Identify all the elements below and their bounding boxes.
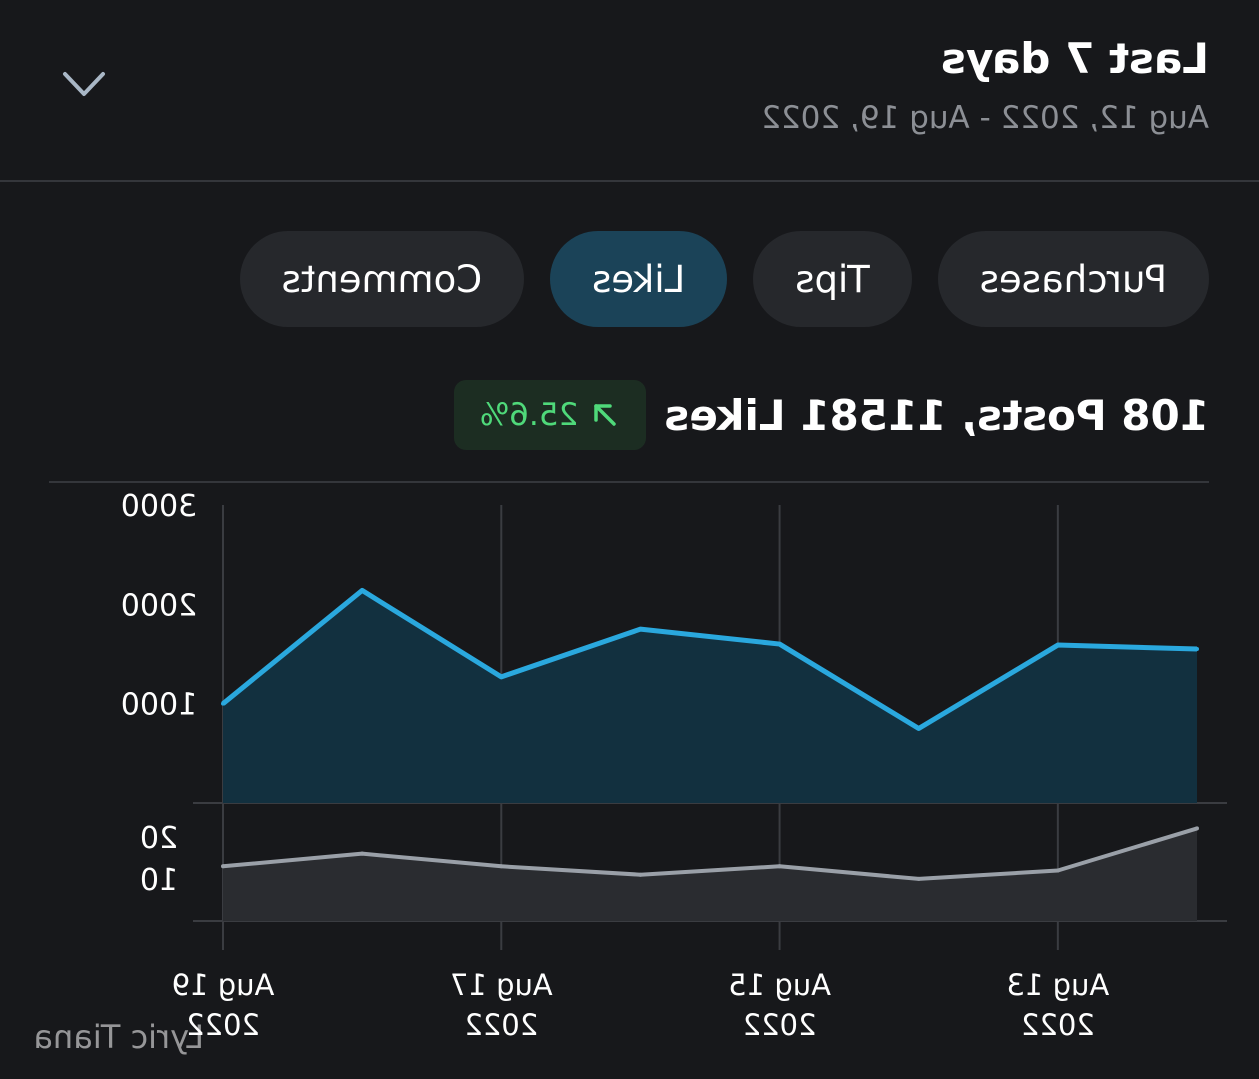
y-tick-label: 1000 — [121, 688, 197, 723]
likes-point — [638, 627, 643, 632]
x-tick-label: Aug 19 — [172, 968, 275, 1002]
tab-label: Purchases — [979, 257, 1167, 301]
posts-point — [360, 851, 365, 856]
posts-point — [1195, 826, 1199, 831]
y-tick-label: 2000 — [121, 588, 197, 623]
x-tick-label: Aug 17 — [450, 968, 553, 1002]
tab-tips[interactable]: Tips — [753, 231, 912, 327]
posts-area — [223, 828, 1197, 921]
posts-line — [222, 826, 1198, 881]
tab-likes[interactable]: Likes — [550, 231, 728, 327]
x-tick-label: Aug 15 — [728, 968, 831, 1002]
chevron-down-icon[interactable] — [59, 64, 109, 104]
likes-point — [777, 642, 782, 647]
y-tick-label: 3000 — [121, 490, 197, 524]
likes-point — [221, 701, 225, 706]
posts-point — [1055, 868, 1060, 873]
tab-comments[interactable]: Comments — [239, 231, 525, 327]
posts-point — [638, 872, 643, 877]
likes-point — [1195, 647, 1199, 652]
tab-purchases[interactable]: Purchases — [937, 231, 1209, 327]
x-tick-label: 2022 — [464, 1008, 538, 1042]
summary: 108 Posts, 11581 Likes 25.6% — [453, 380, 1209, 450]
tab-label: Comments — [281, 257, 483, 301]
divider — [49, 481, 1209, 483]
summary-text: 108 Posts, 11581 Likes — [664, 390, 1209, 440]
x-tick-label: 2022 — [186, 1008, 260, 1042]
page-title: Last 7 days — [940, 34, 1209, 83]
posts-point — [916, 876, 921, 881]
x-tick-label: 2022 — [1021, 1008, 1095, 1042]
x-tick-label: 2022 — [743, 1008, 817, 1042]
likes-line — [221, 587, 1198, 731]
metric-tabs: Purchases Tips Likes Comments — [239, 231, 1209, 327]
likes-area — [223, 590, 1197, 803]
arrow-up-right-icon — [594, 404, 616, 426]
y-tick-label: 10 — [140, 863, 178, 898]
posts-point — [221, 864, 225, 869]
tab-label: Likes — [592, 257, 686, 301]
tab-label: Tips — [795, 257, 870, 301]
header: Last 7 days Aug 12, 2022 - Aug 19, 2022 — [0, 0, 1259, 182]
posts-point — [777, 864, 782, 869]
change-value: 25.6% — [479, 397, 579, 433]
x-tick-label: Aug 13 — [1006, 968, 1109, 1002]
date-range: Aug 12, 2022 - Aug 19, 2022 — [761, 100, 1209, 136]
likes-point — [916, 726, 921, 731]
y-tick-label: 20 — [140, 821, 178, 856]
likes-chart: Aug 13 2022 Aug 15 2022 Aug 17 2022 Aug 19 2022… — [121, 490, 1227, 1042]
change-badge: 25.6% — [453, 380, 647, 450]
posts-point — [499, 864, 504, 869]
likes-point — [499, 674, 504, 679]
likes-point — [360, 588, 365, 593]
watermark: Lyric Tiana — [33, 1018, 204, 1056]
likes-point — [1055, 643, 1060, 648]
